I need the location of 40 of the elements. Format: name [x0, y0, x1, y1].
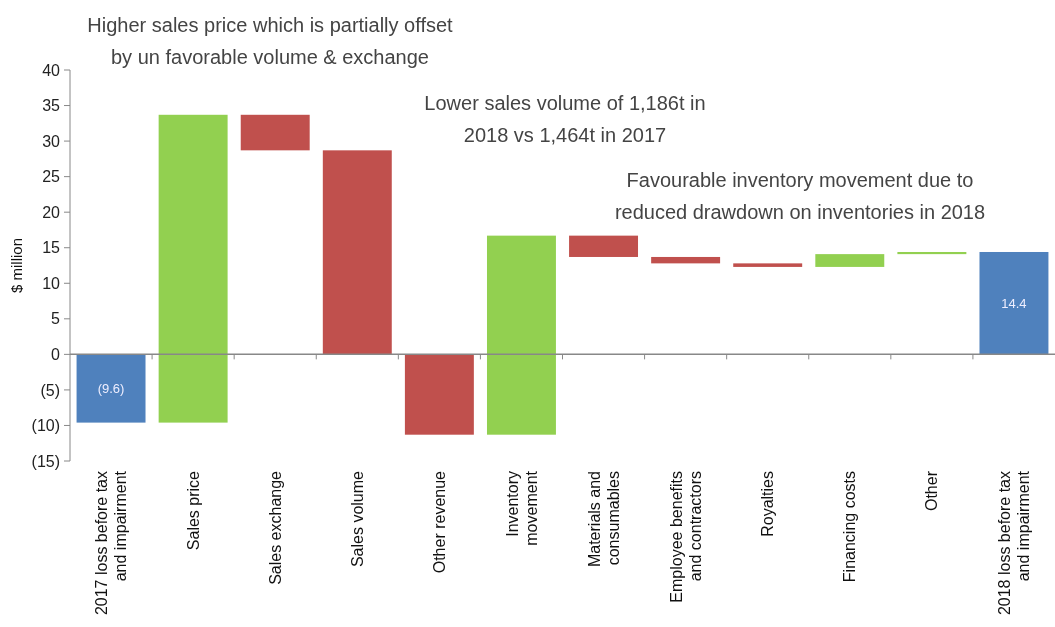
x-tick-label: Sales price: [184, 470, 202, 551]
annotation: Favourable inventory movement due to reduced drawdown on inventories in 2018: [614, 169, 986, 223]
bar: [733, 263, 803, 267]
y-tick-label: (10): [31, 417, 60, 435]
x-tick-label: Other revenue: [430, 470, 448, 574]
x-tick-label: 2017 loss before tax and impairment: [93, 470, 130, 616]
y-tick-label: (5): [40, 381, 60, 399]
y-tick-label: 30: [42, 132, 61, 150]
bar: [569, 235, 639, 257]
x-tick-label: 2018 loss before tax and impairment: [996, 470, 1033, 616]
bar: [240, 114, 310, 151]
y-tick-label: 15: [42, 239, 61, 257]
y-tick-label: 10: [42, 274, 61, 292]
bar: [486, 235, 556, 435]
data-label: 14.4: [1001, 295, 1027, 311]
x-tick-label: Other: [923, 470, 941, 512]
bar: [651, 256, 721, 264]
data-label: (9.6): [97, 381, 125, 397]
y-tick-label: 40: [42, 61, 61, 79]
bar: [158, 114, 228, 423]
y-tick-label: 20: [42, 203, 61, 221]
y-axis-title: $ million: [8, 237, 25, 294]
bar: [979, 251, 1049, 355]
bar: [404, 354, 474, 435]
bar: [322, 150, 392, 355]
x-tick-label: Financing costs: [841, 471, 859, 583]
y-tick-label: (15): [31, 452, 60, 470]
y-tick-label: 5: [51, 310, 61, 328]
bar: [815, 254, 885, 267]
y-tick-label: 0: [51, 345, 61, 363]
bar: [897, 251, 967, 255]
x-tick-label: Inventory movement: [503, 470, 540, 546]
x-tick-label: Sales exchange: [266, 470, 284, 585]
y-tick-label: 35: [42, 97, 61, 115]
x-tick-label: Sales volume: [348, 470, 366, 568]
x-tick-label: Royalties: [759, 471, 777, 537]
text: Higher sales price which is partially offset by un favorable volume & exchange: [87, 14, 454, 68]
bar: [76, 354, 146, 423]
y-tick-label: 25: [42, 168, 61, 186]
annotation: Lower sales volume of 1,186t in 2018 vs 1,464t in 2017: [424, 92, 706, 146]
